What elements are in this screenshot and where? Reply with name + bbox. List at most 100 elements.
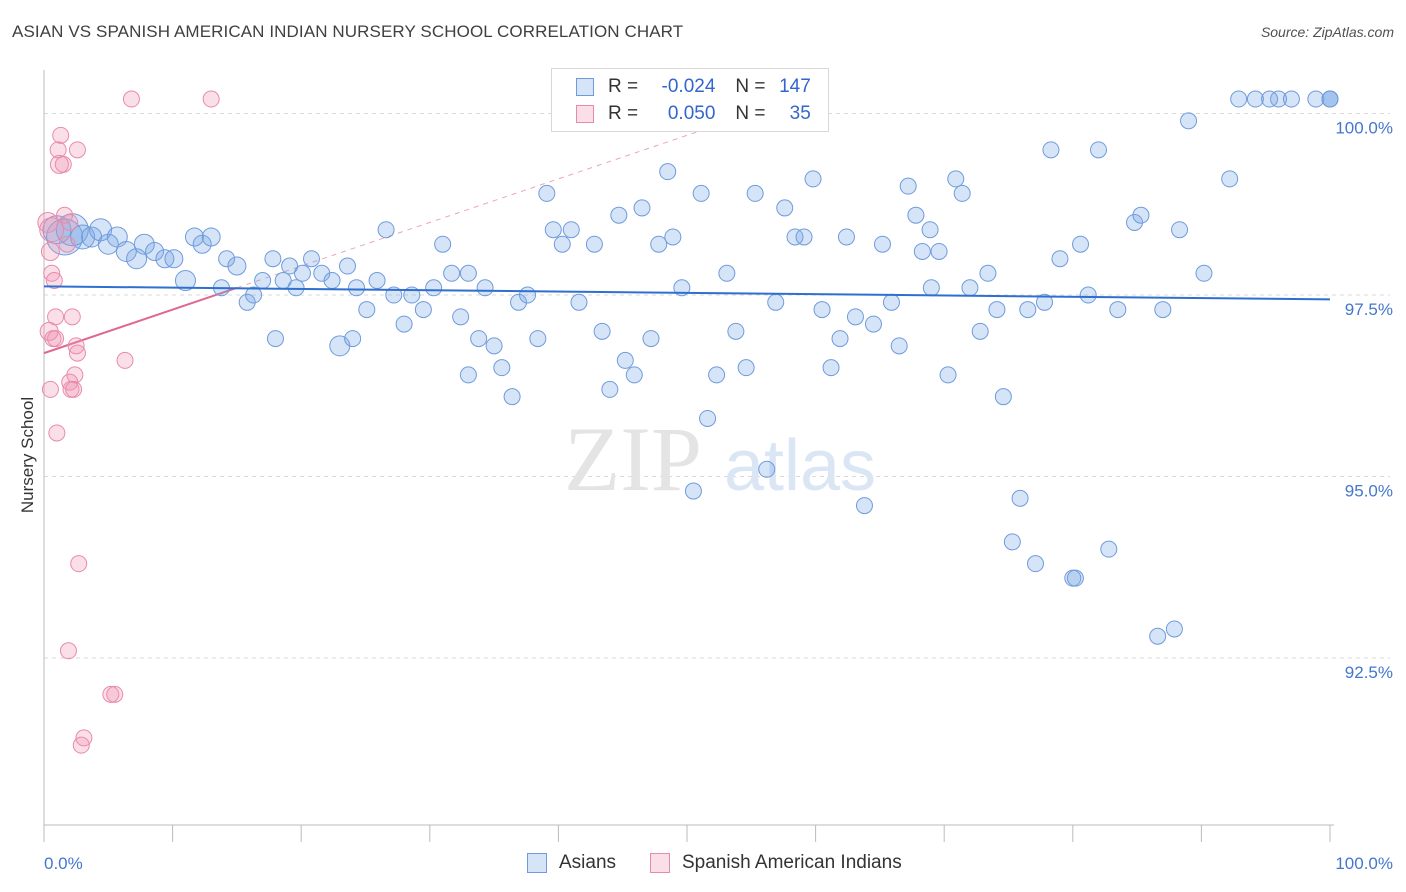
sai-trend-line <box>43 286 238 355</box>
asian-point <box>947 170 965 188</box>
asian-point <box>1109 301 1127 319</box>
asian-point <box>338 257 356 275</box>
sai-point <box>54 155 72 173</box>
asian-point <box>347 279 365 297</box>
asian-point <box>476 279 494 297</box>
legend-n-value: 147 <box>779 76 811 97</box>
asian-point <box>395 315 413 333</box>
asian-point <box>795 228 813 246</box>
asian-point <box>758 460 776 478</box>
sai-point <box>75 729 93 747</box>
chart-title: ASIAN VS SPANISH AMERICAN INDIAN NURSERY… <box>12 22 684 41</box>
sai-trend-extension <box>236 130 701 289</box>
asian-point <box>1126 213 1144 231</box>
asian-point <box>544 221 562 239</box>
asian-point <box>115 240 137 262</box>
asian-point <box>822 359 840 377</box>
watermark-zip: ZIP <box>564 408 702 510</box>
series-label-sai: Spanish American Indians <box>682 852 902 873</box>
asian-point <box>971 322 989 340</box>
asian-point <box>601 380 619 398</box>
sai-point <box>47 330 65 348</box>
asian-point <box>281 257 299 275</box>
sai-point <box>106 685 124 703</box>
sai-point <box>49 154 69 174</box>
asian-point <box>684 482 702 500</box>
asian-point <box>1027 555 1045 573</box>
asian-point <box>746 184 764 202</box>
legend-r-label: R = <box>608 103 639 124</box>
asian-point <box>846 308 864 326</box>
asian-point <box>767 293 785 311</box>
asian-point <box>414 301 432 319</box>
asian-point <box>1171 221 1189 239</box>
sai-points <box>37 90 220 754</box>
asian-point <box>1066 569 1084 587</box>
asian-point <box>1230 90 1248 108</box>
chart-source: Source: ZipAtlas.com <box>1260 24 1394 40</box>
asian-point <box>529 330 547 348</box>
asian-point <box>1011 489 1029 507</box>
asian-point <box>882 293 900 311</box>
asian-point <box>434 235 452 253</box>
asian-point <box>485 337 503 355</box>
asian-point <box>510 293 528 311</box>
asian-point <box>1261 90 1279 108</box>
asian-point <box>804 170 822 188</box>
sai-point <box>58 235 76 253</box>
asian-point <box>164 249 184 269</box>
x-tick-label: 100.0% <box>1335 854 1393 873</box>
asian-point <box>921 221 939 239</box>
asian-point <box>1003 533 1021 551</box>
asian-point <box>831 330 849 348</box>
watermark: ZIP atlas <box>564 408 876 510</box>
legend-n-label: N = <box>735 103 766 124</box>
asian-point <box>930 242 948 260</box>
asian-point <box>1165 620 1183 638</box>
asian-point <box>1079 286 1097 304</box>
sai-point <box>68 344 86 362</box>
asian-point <box>813 301 831 319</box>
asian-point <box>961 279 979 297</box>
asian-point <box>245 286 263 304</box>
asian-point <box>493 359 511 377</box>
legend-n-value: 35 <box>789 103 811 124</box>
asian-point <box>708 366 726 384</box>
asian-point <box>97 233 119 255</box>
asian-point <box>718 264 736 282</box>
sai-point <box>67 337 85 355</box>
asian-point <box>837 228 855 246</box>
sai-point <box>122 90 140 108</box>
asian-point <box>1195 264 1213 282</box>
legend-r-label: R = <box>608 76 639 97</box>
asian-point <box>227 256 247 276</box>
series-swatch-sai <box>650 853 670 873</box>
asian-point <box>1072 235 1090 253</box>
sai-point <box>45 272 63 290</box>
asian-point <box>293 264 311 282</box>
asian-point <box>553 235 571 253</box>
legend-r-value: -0.024 <box>661 76 716 97</box>
asian-point <box>377 221 395 239</box>
asian-point <box>979 264 997 282</box>
asian-point <box>664 228 682 246</box>
asian-point <box>218 250 236 268</box>
asian-point <box>727 322 745 340</box>
sai-point <box>70 555 88 573</box>
asian-point <box>145 241 165 261</box>
asian-point <box>443 264 461 282</box>
asian-point <box>503 388 521 406</box>
series-label-asians: Asians <box>559 852 617 873</box>
asian-point <box>855 497 873 515</box>
asian-point <box>238 293 256 311</box>
asian-point <box>264 250 282 268</box>
asian-point <box>776 199 794 217</box>
asian-point <box>953 184 971 202</box>
asian-point <box>1132 206 1150 224</box>
series-legend-sai: Spanish American Indians <box>650 852 902 874</box>
asian-point <box>692 184 710 202</box>
asian-point <box>907 206 925 224</box>
y-tick-label: 97.5% <box>1345 300 1393 319</box>
asian-point <box>323 272 341 290</box>
asian-point <box>864 315 882 333</box>
